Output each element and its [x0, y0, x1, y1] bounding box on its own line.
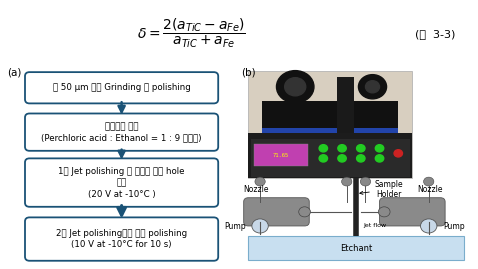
Circle shape [366, 81, 380, 93]
Text: (식  3-3): (식 3-3) [415, 29, 455, 39]
Circle shape [358, 75, 387, 99]
Text: Pump: Pump [443, 222, 465, 231]
FancyBboxPatch shape [254, 144, 308, 167]
FancyBboxPatch shape [337, 77, 354, 133]
Text: 1차 Jet polishing 을 이용한 시편 hole
형성
(20 V at -10°C ): 1차 Jet polishing 을 이용한 시편 hole 형성 (20 V … [58, 167, 185, 199]
Text: 에청용액 혼합
(Perchloric acid : Ethanol = 1 : 9 부피비): 에청용액 혼합 (Perchloric acid : Ethanol = 1 :… [42, 122, 202, 142]
Circle shape [424, 177, 434, 186]
Text: 약 50 μm 까지 Grinding 및 polishing: 약 50 μm 까지 Grinding 및 polishing [53, 83, 190, 92]
Circle shape [276, 70, 314, 103]
FancyBboxPatch shape [25, 158, 218, 207]
Text: Etchant: Etchant [340, 244, 372, 253]
Text: 2차 Jet polishing으로 추가 polishing
(10 V at -10°C for 10 s): 2차 Jet polishing으로 추가 polishing (10 V at… [56, 229, 187, 249]
Text: $\delta = \dfrac{2(a_{TiC} - a_{Fe})}{a_{TiC} + a_{Fe}}$: $\delta = \dfrac{2(a_{TiC} - a_{Fe})}{a_… [137, 17, 246, 50]
Circle shape [299, 207, 310, 217]
FancyBboxPatch shape [25, 72, 218, 103]
Circle shape [252, 219, 268, 233]
Circle shape [375, 155, 384, 162]
FancyBboxPatch shape [380, 198, 445, 226]
Circle shape [375, 145, 384, 152]
FancyBboxPatch shape [249, 236, 464, 260]
FancyBboxPatch shape [244, 198, 309, 226]
Circle shape [319, 145, 327, 152]
Circle shape [379, 207, 390, 217]
Circle shape [319, 155, 327, 162]
Circle shape [357, 155, 365, 162]
Circle shape [342, 177, 352, 186]
Circle shape [338, 155, 346, 162]
Circle shape [360, 177, 370, 186]
FancyBboxPatch shape [25, 217, 218, 261]
Text: (a): (a) [7, 68, 22, 77]
Circle shape [357, 145, 365, 152]
Circle shape [394, 150, 402, 157]
FancyBboxPatch shape [262, 128, 398, 133]
Text: Pump: Pump [224, 222, 246, 231]
Circle shape [255, 177, 265, 186]
Circle shape [338, 145, 346, 152]
Text: 71.65: 71.65 [273, 153, 289, 158]
Text: Sample
Holder: Sample Holder [360, 180, 403, 199]
FancyBboxPatch shape [249, 71, 413, 178]
FancyBboxPatch shape [25, 114, 218, 151]
Text: (b): (b) [241, 68, 256, 77]
FancyBboxPatch shape [262, 101, 398, 133]
FancyBboxPatch shape [249, 133, 413, 178]
Circle shape [285, 78, 306, 96]
Text: Nozzle: Nozzle [244, 185, 269, 194]
Circle shape [421, 219, 437, 233]
Text: Nozzle: Nozzle [417, 185, 443, 194]
FancyBboxPatch shape [250, 139, 410, 176]
Text: Jet flow: Jet flow [363, 224, 386, 228]
